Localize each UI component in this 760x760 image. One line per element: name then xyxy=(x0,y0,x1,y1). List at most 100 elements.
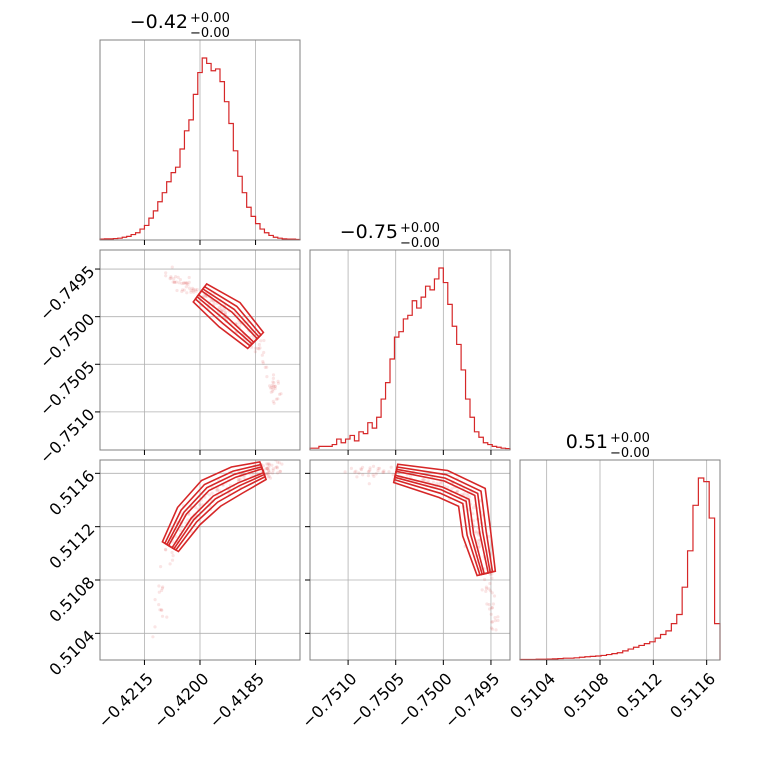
pair-point-2-1-30 xyxy=(491,620,495,624)
pair-point-1-0-12 xyxy=(269,390,273,394)
pair-point-2-0-53 xyxy=(265,462,269,466)
pair-point-2-1-92 xyxy=(391,473,395,477)
pair-point-1-0-121 xyxy=(258,346,262,350)
pair-point-1-0-1 xyxy=(169,276,173,280)
pair-point-1-0-83 xyxy=(217,305,221,309)
contour-1-0-2 xyxy=(196,287,261,346)
contour-1-0-0 xyxy=(192,282,265,350)
pair-point-2-1-139 xyxy=(456,489,460,493)
param-title-2: 0.51 xyxy=(566,431,608,453)
pair-point-2-1-3 xyxy=(483,577,487,582)
pair-point-2-1-4 xyxy=(496,618,500,623)
pair-point-1-0-100 xyxy=(174,275,178,279)
pair-point-1-0-69 xyxy=(274,397,278,401)
pair-point-2-0-8 xyxy=(270,463,274,467)
pair-point-2-1-52 xyxy=(492,594,497,598)
pair-point-1-0-58 xyxy=(176,275,180,279)
pair-point-2-0-75 xyxy=(267,462,271,466)
pair-point-2-1-32 xyxy=(489,626,494,630)
pair-point-2-1-74 xyxy=(426,479,431,483)
pair-point-1-0-6 xyxy=(276,379,280,383)
pair-point-2-1-79 xyxy=(450,487,454,491)
pair-point-2-0-66 xyxy=(266,462,270,466)
pair-point-1-0-68 xyxy=(180,288,185,292)
contour-2-0-3 xyxy=(167,467,265,549)
param-err-plus-0: +0.00 xyxy=(190,11,230,26)
pair-content-2-0 xyxy=(151,460,284,639)
pair-point-1-0-3 xyxy=(190,286,194,290)
pair-point-2-0-88 xyxy=(210,491,214,495)
param-err-minus-0: −0.00 xyxy=(190,26,230,41)
pair-point-2-1-101 xyxy=(387,470,391,474)
param-title-1: −0.75 xyxy=(340,221,398,243)
pair-point-1-0-136 xyxy=(195,287,199,292)
pair-point-2-0-142 xyxy=(266,469,271,473)
pair-point-2-0-15 xyxy=(254,471,258,475)
pair-point-2-0-117 xyxy=(170,558,175,562)
xtick-label-0-1: −0.4200 xyxy=(150,669,213,732)
pair-point-1-0-23 xyxy=(272,401,276,405)
pair-point-2-0-104 xyxy=(157,603,161,607)
pair-point-1-0-117 xyxy=(252,336,256,340)
pair-point-2-0-27 xyxy=(251,472,255,476)
pair-panel-1-0 xyxy=(95,249,301,455)
pair-point-2-0-85 xyxy=(275,466,279,470)
pair-point-2-1-134 xyxy=(367,469,371,473)
pair-point-1-0-98 xyxy=(271,384,275,388)
pair-point-2-0-50 xyxy=(265,466,269,470)
pair-point-2-0-109 xyxy=(165,615,169,619)
hist-panel-1: −0.75 +0.00−0.00 xyxy=(309,221,511,455)
pair-point-2-0-94 xyxy=(265,466,269,471)
pair-point-1-0-21 xyxy=(178,278,182,282)
pair-point-2-1-103 xyxy=(376,469,380,473)
pair-point-2-0-120 xyxy=(265,472,269,476)
contour-2-1-1 xyxy=(393,466,494,576)
pair-point-2-1-60 xyxy=(354,469,358,473)
hist-panel-2: 0.51 +0.00−0.00 xyxy=(519,431,721,665)
pair-point-2-1-136 xyxy=(493,619,498,623)
ytick-label-2-3: 0.5116 xyxy=(45,466,98,519)
pair-point-2-1-140 xyxy=(367,482,371,486)
pair-point-1-0-51 xyxy=(253,350,257,354)
pair-point-1-0-29 xyxy=(193,288,197,292)
pair-point-2-0-139 xyxy=(266,472,270,476)
pair-point-1-0-134 xyxy=(185,281,189,285)
pair-point-2-1-70 xyxy=(493,616,497,620)
pair-point-2-0-141 xyxy=(271,468,275,472)
pair-point-1-0-92 xyxy=(172,280,176,284)
pair-point-2-1-16 xyxy=(446,485,450,489)
pair-point-1-0-27 xyxy=(222,308,226,312)
pair-point-2-1-117 xyxy=(472,519,476,523)
pair-point-1-0-38 xyxy=(259,339,263,343)
pair-point-2-1-144 xyxy=(374,472,378,476)
pair-point-2-1-58 xyxy=(435,481,439,486)
pair-point-2-0-36 xyxy=(278,469,282,473)
pair-point-1-0-64 xyxy=(262,338,266,343)
pair-point-1-0-108 xyxy=(177,281,181,285)
pair-point-2-1-122 xyxy=(490,591,494,595)
pair-point-2-1-5 xyxy=(382,470,386,474)
pair-point-1-0-138 xyxy=(185,281,189,285)
pair-point-2-0-133 xyxy=(160,586,164,590)
pair-point-2-1-44 xyxy=(366,470,370,474)
pair-point-2-0-93 xyxy=(159,608,163,612)
pair-content-2-1 xyxy=(343,463,500,632)
pair-point-2-0-138 xyxy=(267,463,272,467)
pair-point-2-1-23 xyxy=(422,477,426,481)
param-err-plus-1: +0.00 xyxy=(400,221,440,236)
pair-point-1-0-143 xyxy=(182,288,186,292)
hist-line-2 xyxy=(519,477,721,661)
pair-point-1-0-44 xyxy=(172,277,176,281)
pair-point-2-1-97 xyxy=(381,470,385,474)
pair-point-2-0-74 xyxy=(264,467,268,471)
pair-point-1-0-28 xyxy=(265,375,269,379)
pair-point-2-1-14 xyxy=(484,589,488,594)
pair-point-2-0-6 xyxy=(178,528,182,533)
pair-point-2-0-51 xyxy=(238,477,242,481)
pair-point-1-0-49 xyxy=(192,290,196,294)
pair-point-1-0-90 xyxy=(279,392,283,396)
pair-point-2-1-55 xyxy=(371,473,375,477)
pair-point-2-1-143 xyxy=(431,480,435,484)
pair-point-2-0-2 xyxy=(194,505,198,509)
pair-point-2-0-158 xyxy=(168,562,172,566)
